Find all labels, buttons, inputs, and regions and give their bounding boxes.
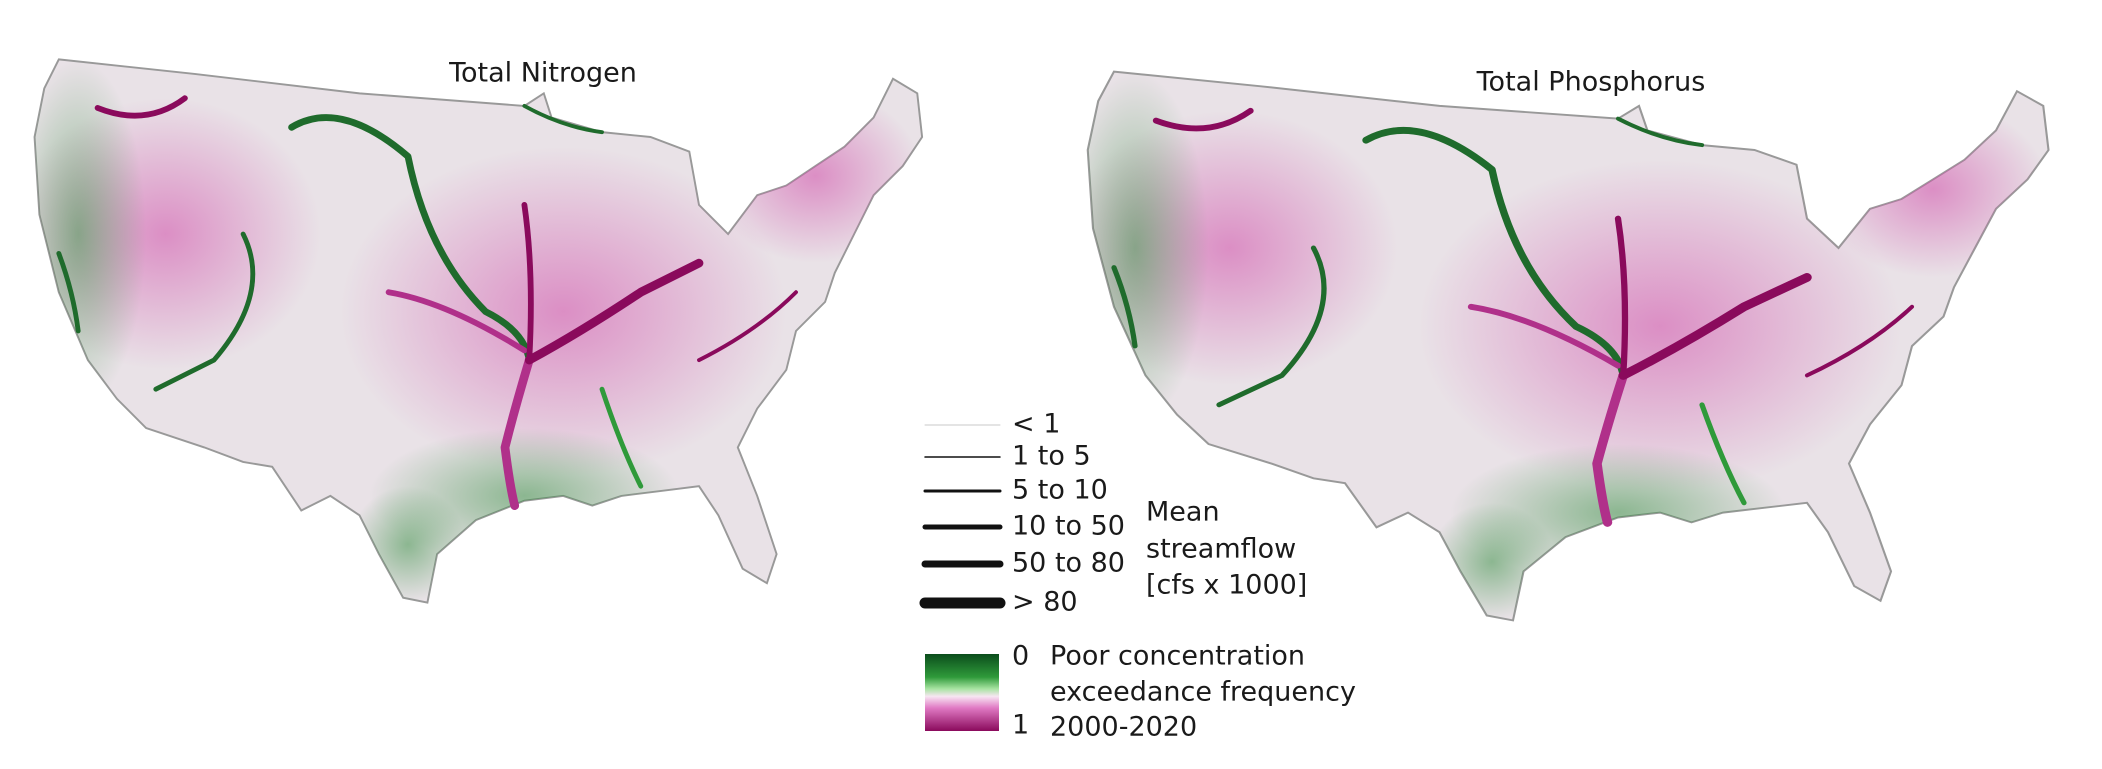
legend-label: 50 to 80: [1012, 548, 1125, 579]
nitrogen-map: [10, 59, 922, 602]
color-title: exceedance frequency: [1050, 677, 1356, 708]
color-min: 0: [1012, 641, 1029, 672]
color-title: 2000-2020: [1050, 712, 1197, 743]
map-title: Total Nitrogen: [448, 58, 637, 89]
legend-label: < 1: [1012, 409, 1060, 440]
legend-title: Mean: [1146, 497, 1220, 528]
streamflow-legend: < 11 to 55 to 10 10 to 50 50 to 80 > 80: [919, 409, 1125, 618]
legend-label: 1 to 5: [1012, 441, 1091, 472]
map-title: Total Phosphorus: [1476, 67, 1706, 98]
color-max: 1: [1012, 710, 1029, 741]
legend-title: streamflow: [1146, 534, 1296, 565]
color-title: Poor concentration: [1050, 641, 1305, 672]
legend-title: [cfs x 1000]: [1146, 570, 1307, 601]
legend-label: > 80: [1012, 587, 1078, 618]
legend-label: 10 to 50: [1012, 511, 1125, 542]
legend-label: 5 to 10: [1012, 475, 1108, 506]
color-bar: [925, 654, 999, 731]
